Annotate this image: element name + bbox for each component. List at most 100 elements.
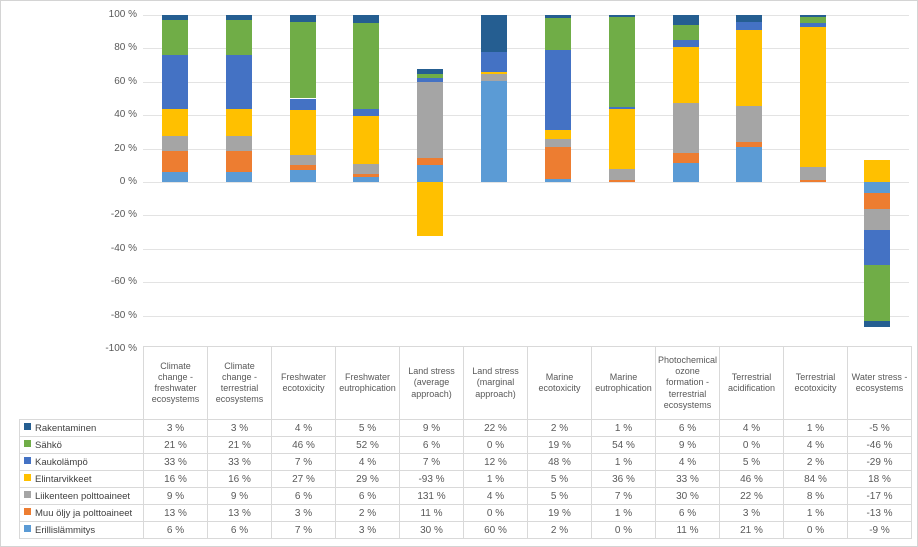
bar-segment xyxy=(544,18,571,51)
legend-cell: Rakentaminen xyxy=(19,419,144,437)
value-cell: -13 % xyxy=(847,504,912,522)
bar-segment xyxy=(736,105,763,143)
value-cell: 1 % xyxy=(591,453,656,471)
bar-segment xyxy=(544,15,571,19)
value-cell: 9 % xyxy=(207,487,272,505)
bar-segment xyxy=(481,74,508,81)
value-cell: 30 % xyxy=(655,487,720,505)
value-cell: 60 % xyxy=(463,521,528,539)
value-cell: 6 % xyxy=(207,521,272,539)
bar-segment xyxy=(672,47,699,103)
value-cell: 3 % xyxy=(719,504,784,522)
value-cell: 5 % xyxy=(527,487,592,505)
value-cell: 4 % xyxy=(463,487,528,505)
bar-segment xyxy=(417,77,444,82)
value-cell: 7 % xyxy=(591,487,656,505)
bar-segment xyxy=(417,182,444,237)
value-cell: 7 % xyxy=(271,521,336,539)
gridline xyxy=(143,215,909,216)
bar-segment xyxy=(289,155,316,166)
value-cell: 16 % xyxy=(143,470,208,488)
column-header: Marine ecotoxicity xyxy=(527,346,592,420)
bar-segment xyxy=(417,164,444,182)
bar-segment xyxy=(289,165,316,171)
value-cell: 1 % xyxy=(591,419,656,437)
column-header: Terrestrial ecotoxicity xyxy=(783,346,848,420)
value-cell: 4 % xyxy=(655,453,720,471)
bar-segment xyxy=(608,180,635,182)
bar-segment xyxy=(864,160,891,182)
bar-segment xyxy=(800,23,827,27)
value-cell: 131 % xyxy=(399,487,464,505)
bar-segment xyxy=(225,54,252,110)
bar-segment xyxy=(864,264,891,321)
bar-segment xyxy=(225,109,252,136)
bar-segment xyxy=(289,98,316,111)
bar-segment xyxy=(225,150,252,173)
bar-segment xyxy=(864,182,891,193)
column-header: Photochemical ozone formation - terrestr… xyxy=(655,346,720,420)
bar-segment xyxy=(736,142,763,148)
bar-segment xyxy=(544,50,571,131)
value-cell: 0 % xyxy=(719,436,784,454)
value-cell: 0 % xyxy=(783,521,848,539)
column-header: Land stress (marginal approach) xyxy=(463,346,528,420)
bar-segment xyxy=(225,19,252,55)
bar-segment xyxy=(353,15,380,24)
y-axis-tick-label: 40 % xyxy=(114,109,137,121)
bar-segment xyxy=(800,15,827,17)
legend-series-label: Rakentaminen xyxy=(35,422,97,434)
value-cell: 3 % xyxy=(207,419,272,437)
bar-segment xyxy=(608,16,635,107)
bar-segment xyxy=(864,229,891,265)
bar-segment xyxy=(417,81,444,159)
y-axis-tick-label: -20 % xyxy=(110,209,137,221)
legend-cell: Sähkö xyxy=(19,436,144,454)
legend-cell: Muu öljy ja polttoaineet xyxy=(19,504,144,522)
bar-segment xyxy=(289,170,316,182)
y-axis-tick-label: 20 % xyxy=(114,142,137,154)
value-cell: -93 % xyxy=(399,470,464,488)
bar-segment xyxy=(544,146,571,179)
value-cell: 13 % xyxy=(143,504,208,522)
value-cell: 8 % xyxy=(783,487,848,505)
value-cell: 2 % xyxy=(527,521,592,539)
bar-segment xyxy=(161,109,188,136)
gridline xyxy=(143,249,909,250)
value-cell: 1 % xyxy=(783,419,848,437)
bar-segment xyxy=(417,158,444,165)
bar-segment xyxy=(289,110,316,156)
bar-segment xyxy=(353,115,380,164)
legend-swatch-icon xyxy=(24,474,31,482)
bar-segment xyxy=(353,177,380,182)
value-cell: 21 % xyxy=(207,436,272,454)
bar-segment xyxy=(736,29,763,106)
bar-segment xyxy=(481,72,508,75)
bar-segment xyxy=(736,15,763,22)
y-axis-tick-label: 80 % xyxy=(114,42,137,54)
y-axis-tick-label: -40 % xyxy=(110,242,137,254)
gridline xyxy=(143,15,909,16)
value-cell: 30 % xyxy=(399,521,464,539)
gridline xyxy=(143,282,909,283)
value-cell: -29 % xyxy=(847,453,912,471)
bar-segment xyxy=(672,163,699,182)
value-cell: -17 % xyxy=(847,487,912,505)
bar-segment xyxy=(225,172,252,182)
y-axis-tick-label: 0 % xyxy=(119,176,137,187)
bar-segment xyxy=(672,153,699,164)
bar-segment xyxy=(800,166,827,181)
value-cell: 9 % xyxy=(399,419,464,437)
value-cell: 2 % xyxy=(335,504,400,522)
value-cell: 5 % xyxy=(335,419,400,437)
value-cell: 1 % xyxy=(591,504,656,522)
value-cell: 11 % xyxy=(655,521,720,539)
value-cell: 21 % xyxy=(719,521,784,539)
legend-swatch-icon xyxy=(24,457,31,465)
bar-segment xyxy=(161,135,188,151)
column-header: Freshwater eutrophication xyxy=(335,346,400,420)
y-axis-tick-label: -100 % xyxy=(105,343,137,354)
value-cell: 0 % xyxy=(463,436,528,454)
value-cell: 3 % xyxy=(143,419,208,437)
value-cell: 16 % xyxy=(207,470,272,488)
